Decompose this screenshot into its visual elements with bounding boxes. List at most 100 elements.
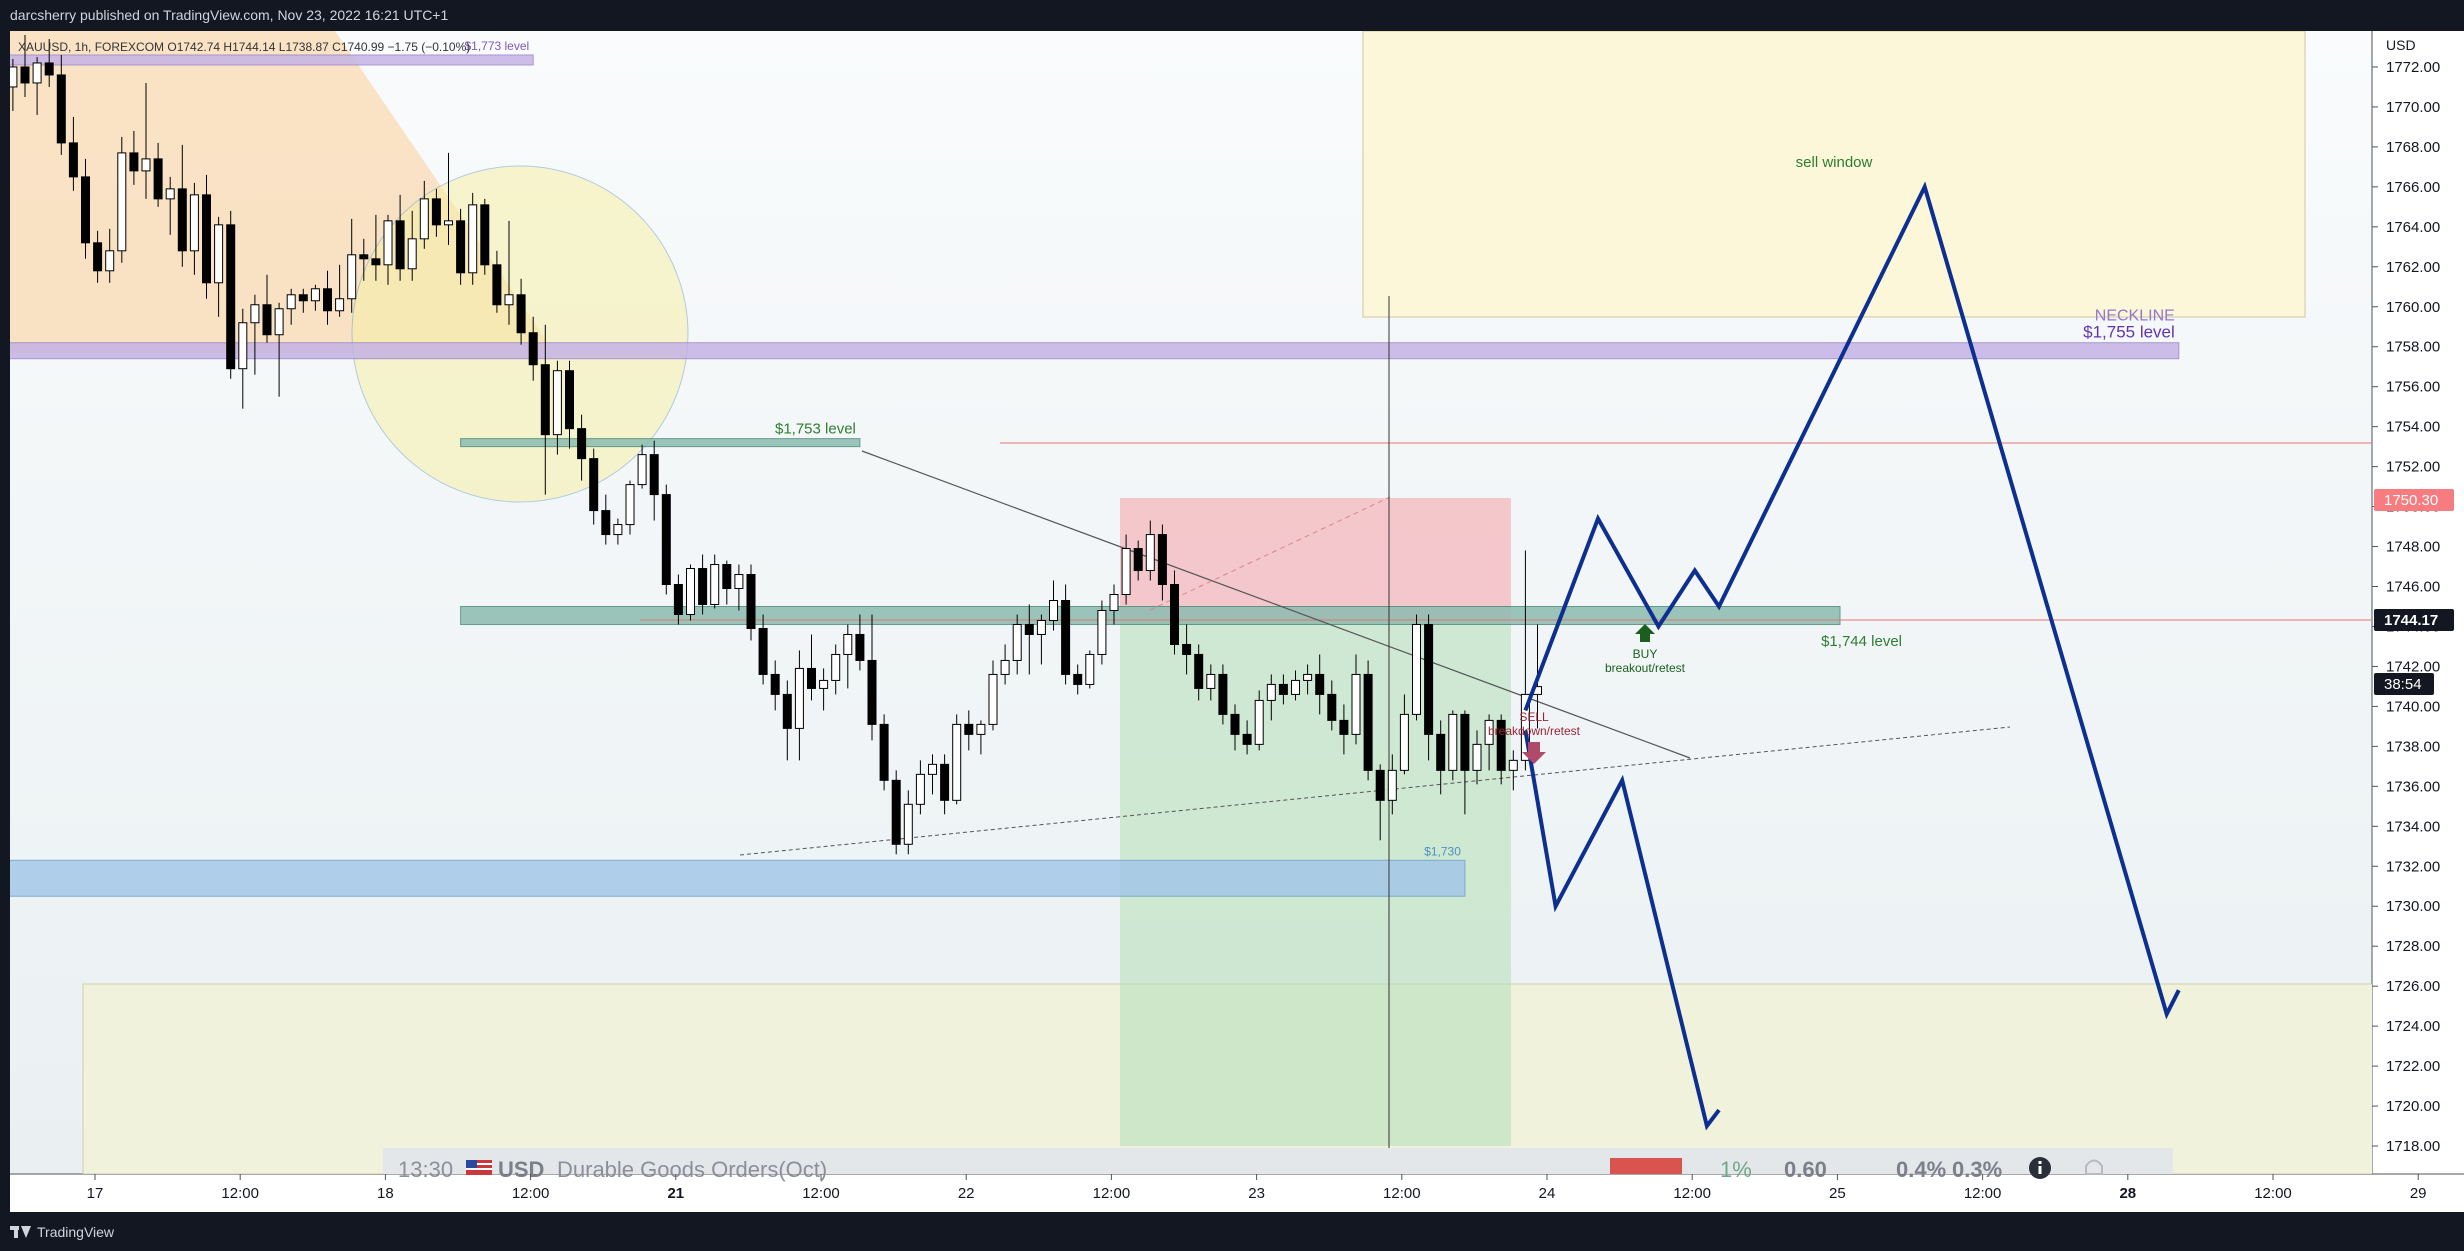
ascending-dashed-trendline xyxy=(739,726,2011,856)
candle xyxy=(661,484,671,595)
candle xyxy=(1194,644,1204,701)
candle xyxy=(1230,704,1240,751)
candle xyxy=(734,564,744,611)
candle xyxy=(1460,710,1470,815)
candle xyxy=(395,194,405,281)
candle xyxy=(1387,754,1397,815)
candle xyxy=(1061,584,1071,685)
red-level-badge-text: 1750.30 xyxy=(2384,492,2438,509)
x-tick-label: 12:00 xyxy=(1093,1185,1131,1202)
us-flag-icon xyxy=(466,1160,492,1175)
candle xyxy=(903,790,913,855)
candle xyxy=(831,644,841,695)
x-tick-label: 23 xyxy=(1248,1185,1265,1202)
candle xyxy=(1109,584,1119,625)
countdown-badge-text: 38:54 xyxy=(2384,676,2422,693)
candle xyxy=(819,668,829,711)
y-tick-label: 1726.00 xyxy=(2386,978,2440,995)
time-axis-background xyxy=(10,1174,2464,1212)
candle xyxy=(964,710,974,751)
candle xyxy=(710,554,720,609)
candle xyxy=(1484,714,1494,771)
neckline-label: NECKLINE xyxy=(2095,308,2175,325)
x-tick-label: 12:00 xyxy=(221,1185,259,1202)
candle xyxy=(1170,570,1179,655)
candle xyxy=(1412,614,1421,721)
candle xyxy=(444,152,453,245)
candle xyxy=(589,448,599,525)
candle xyxy=(310,284,320,311)
candle xyxy=(565,360,574,449)
short-stop-box xyxy=(1120,498,1511,620)
candle xyxy=(1133,540,1143,581)
y-tick-label: 1752.00 xyxy=(2386,459,2440,476)
y-tick-label: 1722.00 xyxy=(2386,1058,2440,1075)
candle xyxy=(782,680,792,761)
y-tick-label: 1730.00 xyxy=(2386,898,2440,915)
event-value-2: 0.60 xyxy=(1784,1157,1827,1182)
candle xyxy=(177,144,187,267)
candle xyxy=(202,174,211,299)
x-tick-label: 28 xyxy=(2119,1185,2136,1202)
candle xyxy=(81,158,90,259)
candle xyxy=(1242,720,1252,755)
neckline-zone-label: $1,755 level xyxy=(2083,323,2175,342)
y-tick-label: 1764.00 xyxy=(2386,219,2440,236)
economic-event-bar[interactable]: 13:30 USD Durable Goods Orders(Oct) 1% 0… xyxy=(383,1148,2173,1182)
candle xyxy=(915,760,925,815)
y-tick-label: 1768.00 xyxy=(2386,139,2440,156)
y-tick-label: 1746.00 xyxy=(2386,579,2440,596)
candle xyxy=(625,480,635,535)
candle xyxy=(105,228,115,283)
candle xyxy=(419,180,429,249)
candle xyxy=(407,210,417,281)
candle xyxy=(1508,750,1518,791)
info-icon[interactable] xyxy=(2029,1157,2051,1179)
y-tick-label: 1766.00 xyxy=(2386,179,2440,196)
event-currency: USD xyxy=(498,1157,544,1182)
candle xyxy=(673,574,683,625)
y-tick-label: 1760.00 xyxy=(2386,299,2440,316)
candle xyxy=(153,142,163,207)
candle xyxy=(613,518,623,545)
candle xyxy=(577,414,587,481)
candle xyxy=(68,116,78,191)
candle xyxy=(540,324,550,495)
x-tick-label: 21 xyxy=(667,1185,684,1202)
candle xyxy=(988,660,998,731)
event-value-1: 1% xyxy=(1720,1157,1752,1182)
y-tick-label: 1736.00 xyxy=(2386,778,2440,795)
brand-label: TradingView xyxy=(37,1224,115,1240)
candle xyxy=(129,130,139,185)
tradingview-logo[interactable]: TradingView xyxy=(10,1224,114,1240)
candle xyxy=(32,56,42,115)
candle xyxy=(141,82,151,199)
y-tick-label: 1754.00 xyxy=(2386,419,2440,436)
candle xyxy=(807,634,816,701)
x-tick-label: 24 xyxy=(1539,1185,1556,1202)
candle xyxy=(10,58,18,111)
candle xyxy=(940,754,950,815)
buy-label: BUY xyxy=(1633,647,1658,661)
candle xyxy=(1206,664,1216,701)
candle xyxy=(165,176,175,235)
candle xyxy=(928,754,937,795)
candle xyxy=(1036,614,1046,665)
candle xyxy=(480,198,490,275)
candle xyxy=(1254,690,1264,751)
x-tick-label: 12:00 xyxy=(802,1185,840,1202)
bell-icon[interactable] xyxy=(2085,1159,2103,1175)
candle xyxy=(274,302,284,397)
x-tick-label: 25 xyxy=(1829,1185,1846,1202)
x-tick-label: 22 xyxy=(958,1185,975,1202)
candle xyxy=(1278,674,1288,705)
candle xyxy=(1121,534,1131,605)
candle xyxy=(1218,664,1228,725)
level-1753-zone-label: $1,753 level xyxy=(775,421,856,438)
candle xyxy=(1266,674,1276,721)
symbol-legend: XAUUSD, 1h, FOREXCOM O1742.74 H1744.14 L… xyxy=(18,40,470,54)
y-tick-label: 1718.00 xyxy=(2386,1138,2440,1155)
x-tick-label: 12:00 xyxy=(1673,1185,1711,1202)
candle xyxy=(56,54,66,155)
